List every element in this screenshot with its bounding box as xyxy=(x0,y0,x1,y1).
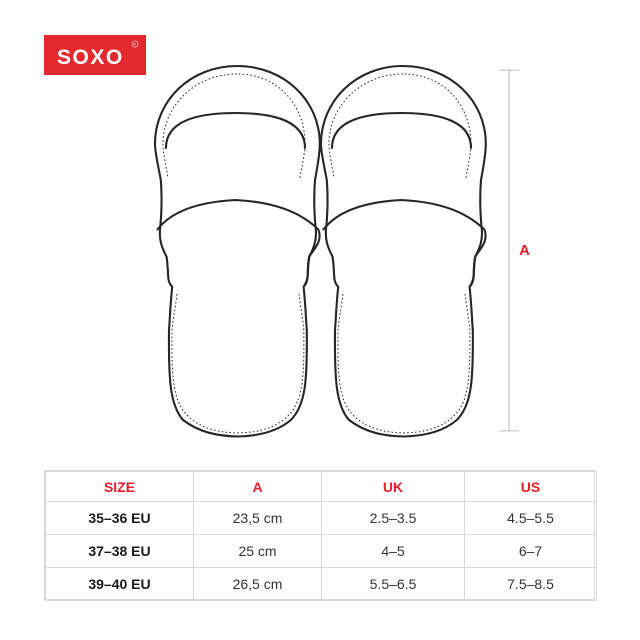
svg-text:A: A xyxy=(519,242,530,259)
